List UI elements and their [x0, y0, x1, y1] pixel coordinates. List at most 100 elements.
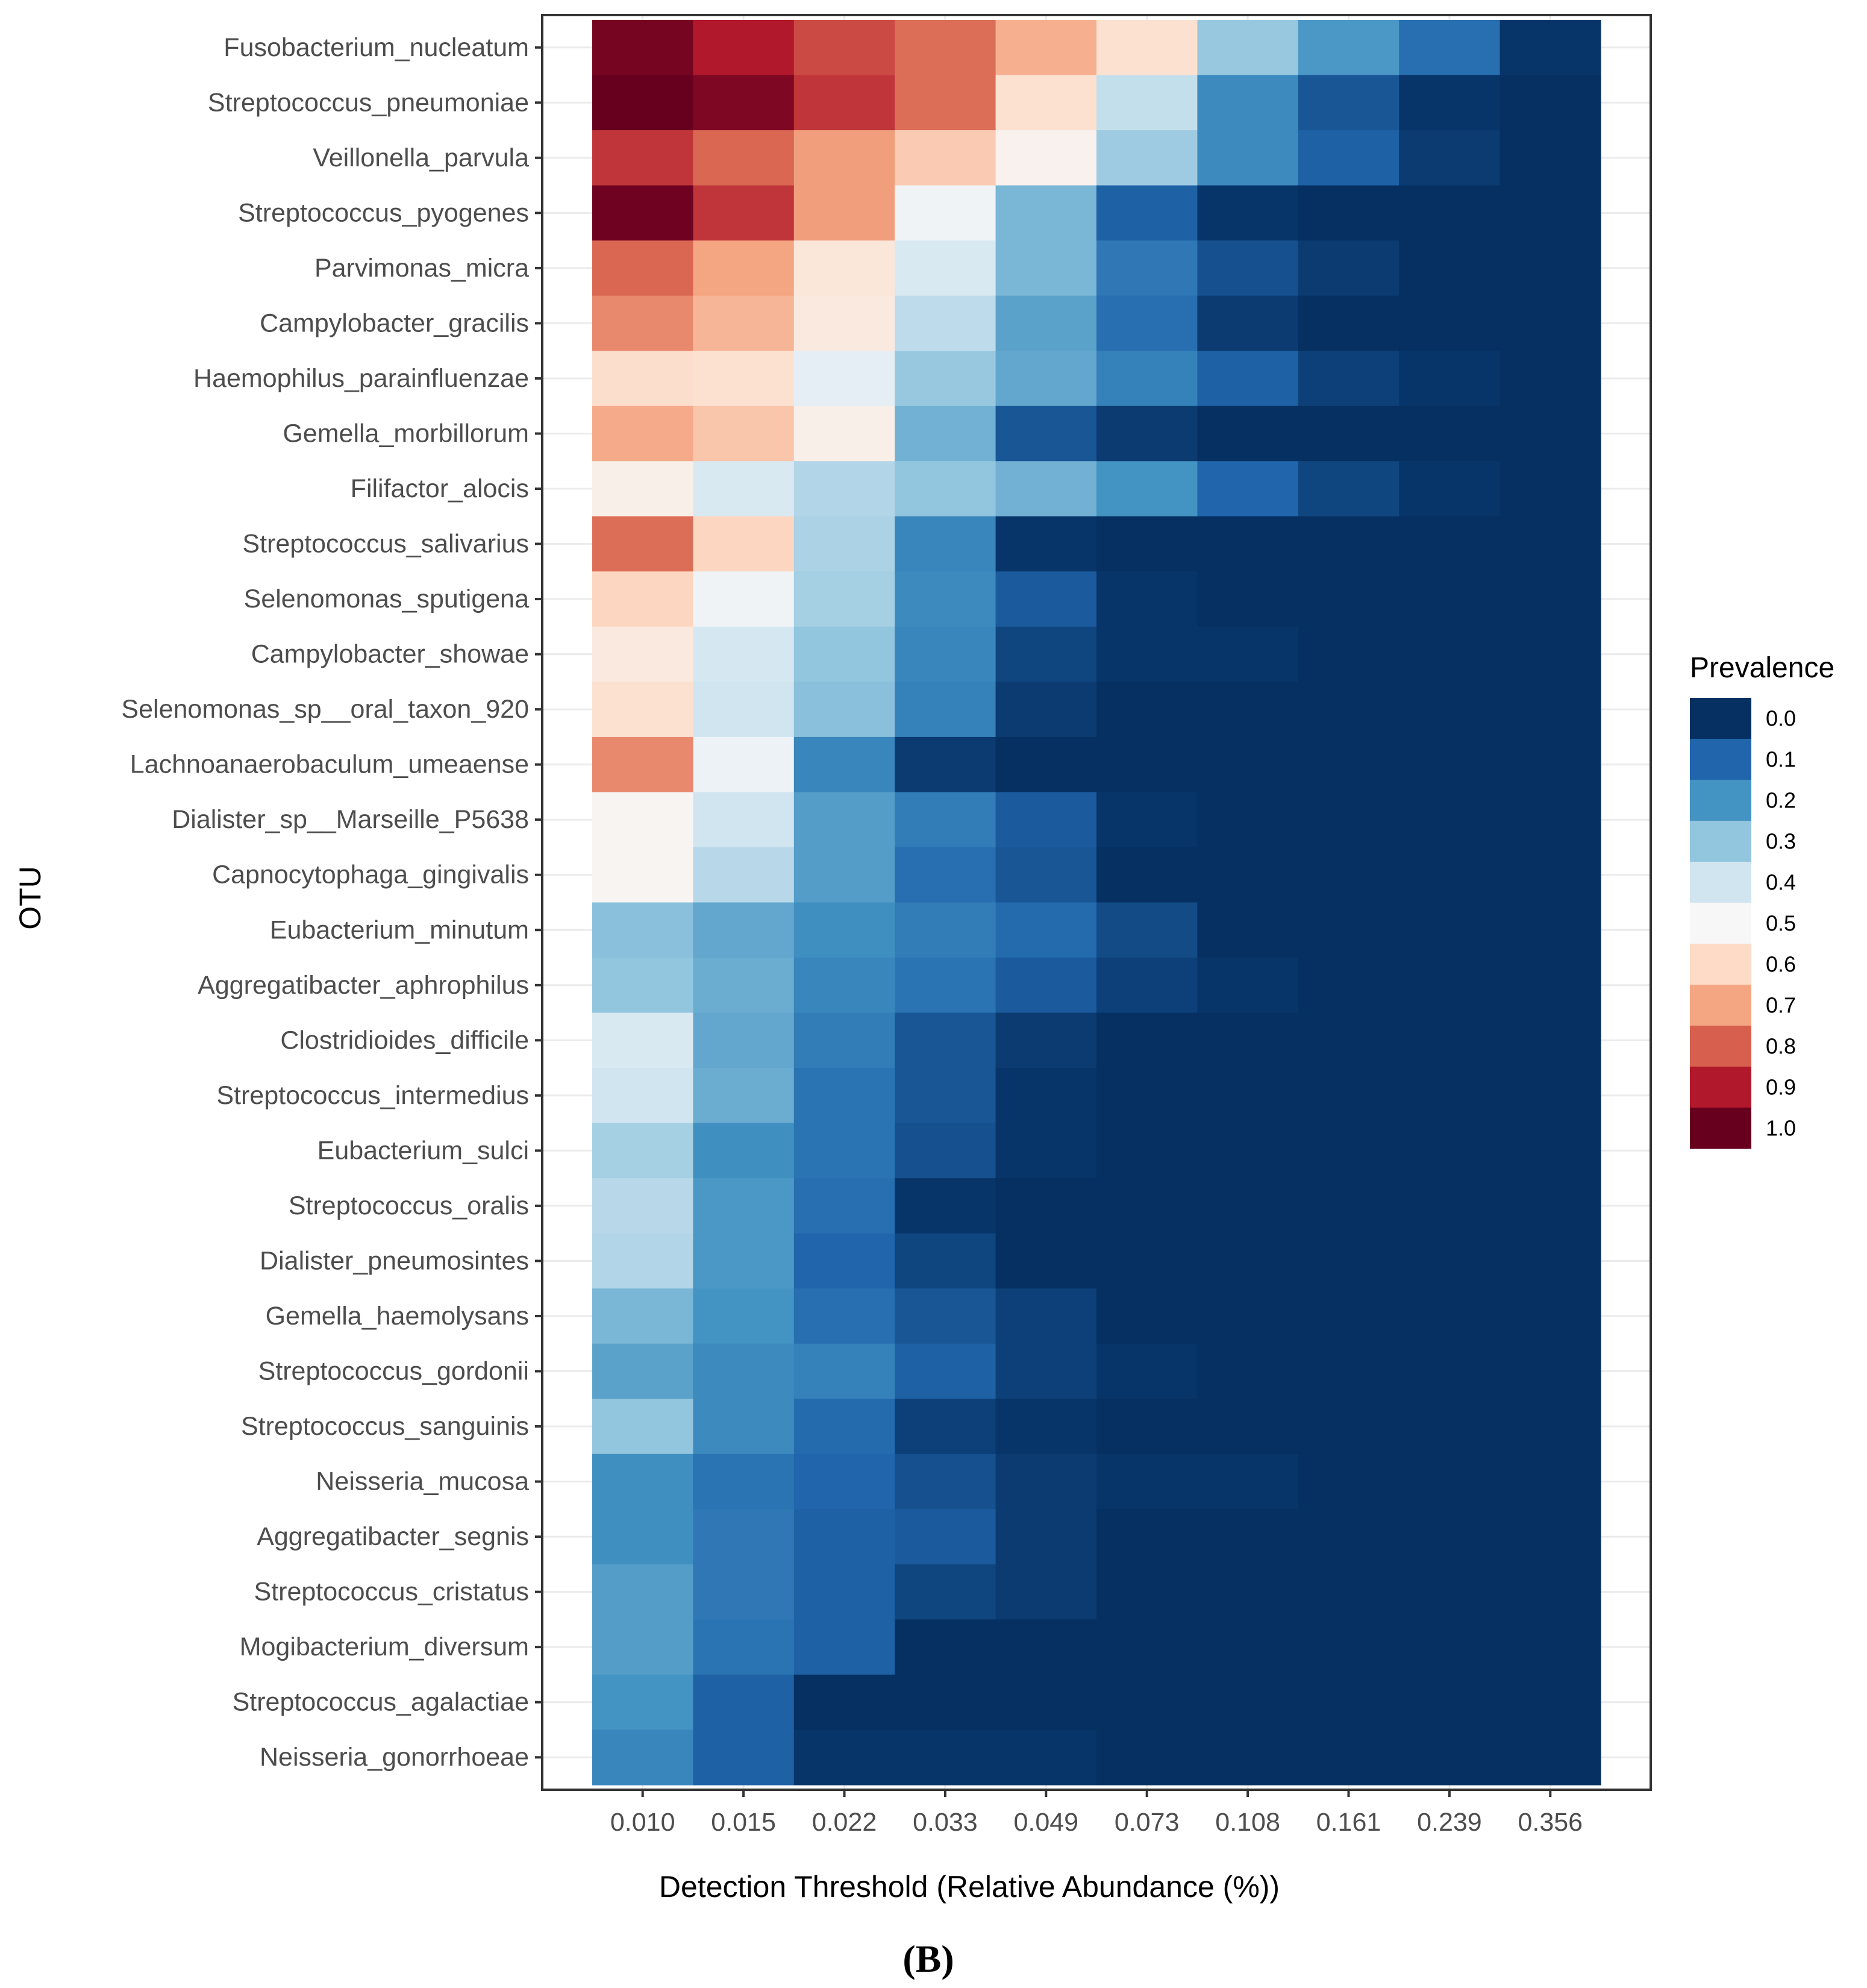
heatmap-cell — [1096, 185, 1198, 241]
legend-entry-label: 0.9 — [1766, 1075, 1796, 1100]
heatmap-cell — [1298, 902, 1399, 958]
heatmap-cell — [1500, 461, 1601, 517]
heatmap-cell — [1096, 1343, 1198, 1399]
heatmap-cell — [895, 1399, 996, 1455]
heatmap-cell — [693, 1123, 795, 1179]
heatmap-cell — [693, 1233, 795, 1289]
heatmap-cell — [1096, 461, 1198, 517]
heatmap-cell — [995, 1068, 1097, 1124]
heatmap-cell — [693, 626, 795, 682]
heatmap-cell — [1096, 240, 1198, 296]
heatmap-cell — [1197, 1399, 1299, 1455]
heatmap-cell — [1298, 1509, 1399, 1565]
heatmap-cell — [995, 1178, 1097, 1234]
heatmap-cell — [1298, 461, 1399, 517]
heatmap-cell — [1500, 1233, 1601, 1289]
heatmap-cell — [1096, 20, 1198, 76]
y-tick-label: Streptococcus_pyogenes — [238, 198, 529, 227]
heatmap-cell — [1096, 1399, 1198, 1455]
y-tick-label: Aggregatibacter_aphrophilus — [198, 971, 529, 1000]
heatmap-cell — [1197, 1343, 1299, 1399]
heatmap-cell — [1197, 1453, 1299, 1510]
y-axis-ticks: Fusobacterium_nucleatum Streptococcus_pne… — [121, 33, 542, 1772]
heatmap-cell — [1298, 130, 1399, 186]
heatmap-cell — [1298, 1288, 1399, 1344]
heatmap-cell — [1399, 571, 1501, 627]
heatmap-cell — [793, 1068, 895, 1124]
heatmap-cell — [1298, 682, 1399, 738]
x-tick-label: 0.356 — [1518, 1808, 1583, 1837]
heatmap-cell — [1399, 1233, 1501, 1289]
heatmap-cell — [995, 1674, 1097, 1731]
heatmap-cell — [1096, 351, 1198, 407]
heatmap-cell — [693, 847, 795, 903]
heatmap-cell — [1399, 958, 1501, 1014]
heatmap-cell — [995, 516, 1097, 572]
heatmap-cell — [1096, 1619, 1198, 1675]
heatmap-cell — [995, 1233, 1097, 1289]
heatmap-cell — [1197, 351, 1299, 407]
heatmap-cell — [1298, 626, 1399, 682]
heatmap-cell — [592, 406, 693, 462]
heatmap-cell — [1197, 20, 1299, 76]
y-tick-label: Lachnoanaerobaculum_umeaense — [130, 750, 529, 779]
heatmap-cell — [1197, 130, 1299, 186]
heatmap-cell — [1399, 1068, 1501, 1124]
heatmap-cell — [693, 351, 795, 407]
x-tick-label: 0.010 — [610, 1808, 675, 1837]
heatmap-cell — [1197, 958, 1299, 1014]
heatmap-cell — [895, 351, 996, 407]
heatmap-cell — [793, 185, 895, 241]
heatmap-cell — [1096, 75, 1198, 131]
heatmap-cell — [995, 461, 1097, 517]
heatmap-cell — [793, 682, 895, 738]
heatmap-cell — [693, 1399, 795, 1455]
heatmap-cell — [1298, 958, 1399, 1014]
heatmap-cell — [1096, 1068, 1198, 1124]
legend-key — [1690, 862, 1751, 903]
heatmap-cell — [1298, 847, 1399, 903]
heatmap-cell — [1298, 1178, 1399, 1234]
heatmap-cell — [995, 185, 1097, 241]
heatmap-cell — [995, 792, 1097, 848]
y-tick-label: Filifactor_alocis — [351, 474, 529, 503]
heatmap-cell — [1096, 516, 1198, 572]
heatmap-cell — [1298, 1453, 1399, 1510]
heatmap-cell — [1197, 1012, 1299, 1068]
heatmap-cell — [1197, 1674, 1299, 1731]
heatmap-cell — [1399, 1729, 1501, 1786]
heatmap-cell — [793, 1729, 895, 1786]
legend-key — [1690, 1026, 1751, 1067]
heatmap-cell — [895, 571, 996, 627]
y-tick-label: Selenomonas_sputigena — [244, 585, 529, 613]
heatmap-cell — [995, 902, 1097, 958]
heatmap-cell — [995, 75, 1097, 131]
heatmap-cell — [693, 1343, 795, 1399]
y-tick-label: Eubacterium_minutum — [270, 915, 529, 944]
heatmap-cell — [793, 736, 895, 793]
heatmap-cell — [592, 571, 693, 627]
heatmap-cell — [995, 1343, 1097, 1399]
heatmap-cell — [995, 20, 1097, 76]
heatmap-cell — [1096, 682, 1198, 738]
heatmap-cell — [1399, 1619, 1501, 1675]
heatmap-cell — [793, 571, 895, 627]
x-tick-label: 0.022 — [812, 1808, 877, 1837]
heatmap-cell — [1197, 1288, 1299, 1344]
heatmap-cells — [592, 20, 1601, 1786]
heatmap-cell — [793, 351, 895, 407]
heatmap-cell — [1298, 406, 1399, 462]
heatmap-cell — [1197, 1123, 1299, 1179]
heatmap-cell — [592, 682, 693, 738]
y-tick-label: Clostridioides_difficile — [280, 1026, 529, 1055]
heatmap-cell — [1500, 351, 1601, 407]
heatmap-cell — [592, 792, 693, 848]
legend-entry-label: 0.2 — [1766, 788, 1796, 813]
heatmap-cell — [1197, 516, 1299, 572]
heatmap-cell — [895, 1233, 996, 1289]
heatmap-cell — [793, 75, 895, 131]
heatmap-cell — [995, 1453, 1097, 1510]
heatmap-cell — [1500, 75, 1601, 131]
heatmap-cell — [592, 902, 693, 958]
heatmap-cell — [1197, 1233, 1299, 1289]
